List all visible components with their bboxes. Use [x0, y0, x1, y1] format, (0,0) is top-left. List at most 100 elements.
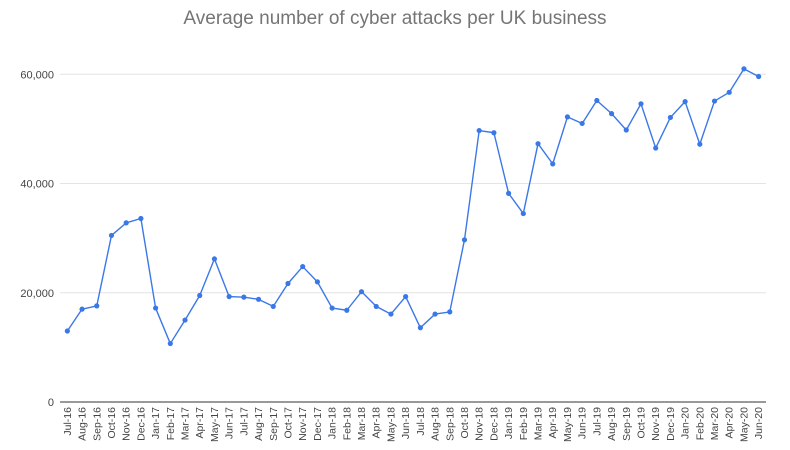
x-tick-label: Dec-17: [312, 407, 324, 441]
x-tick-label: Jun-18: [400, 407, 412, 439]
data-point: [167, 340, 173, 347]
data-point: [447, 309, 453, 315]
data-point: [226, 293, 232, 300]
data-point: [197, 292, 203, 299]
data-point: [653, 145, 659, 151]
data-point: [403, 293, 409, 300]
x-tick-label: Aug-16: [77, 407, 89, 441]
data-points: [64, 66, 762, 347]
data-point: [358, 289, 365, 295]
x-tick-label: Mar-18: [356, 407, 368, 440]
x-tick-label: Feb-20: [694, 407, 706, 440]
x-tick-label: Sep-19: [621, 407, 633, 441]
data-point: [314, 279, 320, 285]
x-axis-tick-labels: Jul-16 Aug-16 Sep-16 Oct-16 Nov-16 Dec-16 Jan-…: [62, 407, 765, 442]
data-point: [79, 306, 85, 312]
x-tick-label: Mar-17: [180, 407, 192, 440]
data-point: [697, 141, 703, 147]
x-tick-label: Jan-20: [680, 407, 692, 439]
x-tick-label: Jul-18: [415, 407, 427, 436]
y-tick-label: 20,000: [20, 288, 54, 300]
x-tick-label: Nov-17: [297, 407, 309, 441]
x-tick-label: Dec-16: [135, 407, 147, 441]
data-point: [373, 303, 379, 310]
data-point: [64, 328, 70, 334]
data-point: [506, 190, 512, 196]
data-point: [726, 89, 732, 95]
data-point: [182, 317, 188, 323]
x-tick-label: Nov-16: [121, 407, 133, 441]
data-point: [711, 98, 718, 104]
x-tick-label: Feb-17: [165, 407, 177, 440]
data-point: [270, 303, 276, 310]
x-tick-label: Aug-19: [606, 407, 618, 441]
x-tick-label: Jul-19: [591, 407, 603, 436]
series-line-layer: [66, 68, 759, 345]
x-tick-label: May-19: [562, 407, 574, 442]
data-point: [623, 127, 629, 133]
data-point: [476, 127, 482, 134]
x-tick-label: Jun-19: [577, 407, 589, 439]
x-tick-label: Aug-18: [430, 407, 442, 441]
x-tick-label: Sep-16: [91, 407, 103, 441]
data-point: [579, 120, 585, 127]
x-tick-label: Oct-16: [106, 407, 118, 439]
data-point: [432, 311, 438, 317]
x-tick-label: Jul-16: [62, 407, 74, 436]
data-point: [520, 210, 526, 217]
series-line: [66, 68, 759, 345]
data-point: [535, 141, 541, 147]
x-tick-label: May-17: [209, 407, 221, 442]
y-tick-label: 0: [48, 397, 54, 409]
x-tick-label: Apr-17: [194, 407, 206, 439]
data-point: [153, 305, 159, 311]
data-point: [682, 99, 688, 105]
x-tick-label: Feb-19: [518, 407, 530, 440]
data-point: [564, 114, 571, 120]
x-tick-label: Jan-19: [503, 407, 515, 439]
data-point: [123, 220, 129, 226]
x-tick-label: Jan-18: [327, 407, 339, 439]
x-tick-label: Oct-17: [282, 407, 294, 439]
x-tick-label: Dec-18: [488, 407, 500, 441]
x-tick-label: Jan-17: [150, 407, 162, 439]
x-tick-label: Jun-20: [753, 407, 765, 439]
data-point: [344, 307, 350, 313]
x-tick-label: Oct-19: [635, 407, 647, 439]
data-point: [329, 305, 335, 311]
x-tick-label: Oct-18: [459, 407, 471, 439]
x-tick-label: Dec-19: [665, 407, 677, 441]
x-tick-label: Jun-17: [224, 407, 236, 439]
x-tick-label: Sep-18: [444, 407, 456, 441]
data-point: [388, 311, 394, 317]
x-tick-label: May-20: [738, 407, 750, 442]
data-point: [300, 263, 306, 270]
x-tick-label: Jul-17: [238, 407, 250, 436]
data-point: [255, 296, 262, 302]
chart-title: Average number of cyber attacks per UK b…: [183, 8, 606, 29]
gridlines: [60, 73, 766, 403]
x-tick-label: Mar-19: [533, 407, 545, 440]
data-point: [461, 237, 468, 243]
data-point: [285, 280, 291, 287]
data-point: [608, 111, 615, 117]
data-point: [211, 256, 218, 262]
y-axis-tick-labels: 0 20,000 40,000 60,000: [20, 69, 54, 409]
data-point: [241, 294, 247, 300]
x-tick-label: Apr-19: [547, 407, 559, 439]
data-point: [741, 66, 747, 72]
x-tick-label: Sep-17: [268, 407, 280, 441]
data-point: [108, 232, 115, 239]
x-tick-label: Nov-18: [474, 407, 486, 441]
x-tick-label: Apr-20: [724, 407, 736, 439]
data-point: [417, 325, 423, 331]
data-point: [594, 97, 600, 104]
x-tick-label: Nov-19: [650, 407, 662, 441]
data-point: [94, 303, 100, 309]
data-point: [638, 101, 644, 107]
data-point: [550, 161, 556, 167]
data-point: [138, 215, 144, 222]
x-tick-label: Apr-18: [371, 407, 383, 439]
x-tick-label: Feb-18: [341, 407, 353, 440]
